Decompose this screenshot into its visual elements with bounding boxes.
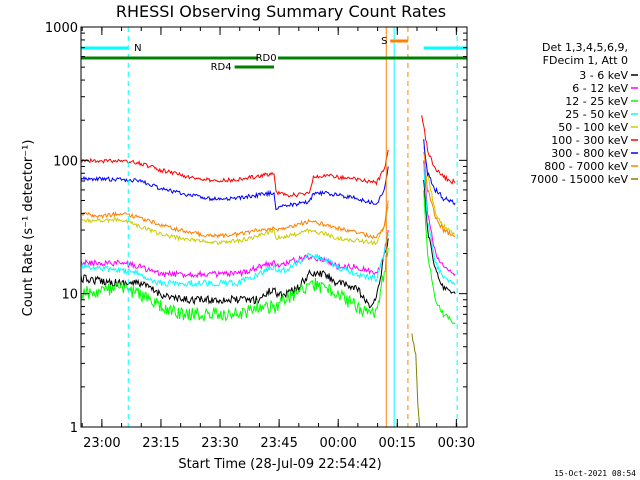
legend-entry-label: 50 - 100 keV <box>558 121 628 134</box>
s-bar-label: S <box>381 36 387 47</box>
chart-marks: N RD0 RD4 S <box>80 27 467 427</box>
chart-title: RHESSI Observing Summary Count Rates <box>116 2 446 21</box>
legend-entry-label: 7000 - 15000 keV <box>530 173 628 186</box>
legend-header-line: FDecim 1, Att 0 <box>543 54 628 67</box>
series-line-3 <box>80 233 389 288</box>
timestamp-footer: 15-Oct-2021 08:54 <box>554 469 636 478</box>
x-tick-label: 23:30 <box>201 436 238 451</box>
series-line-5 <box>80 149 389 198</box>
series-line-2 <box>80 247 389 323</box>
legend-entry-label: 25 - 50 keV <box>565 108 628 121</box>
legend-entry-label: 6 - 12 keV <box>572 82 628 95</box>
legend-header-line: Det 1,3,4,5,6,9, <box>542 41 628 54</box>
y-axis-label: Count Rate (s⁻¹ detector⁻¹) <box>21 140 36 317</box>
x-tick-label: 23:45 <box>260 436 297 451</box>
series-line-6 <box>80 166 389 211</box>
rd4-bar-label: RD4 <box>211 62 232 73</box>
legend-entry-label: 800 - 7000 keV <box>544 160 628 173</box>
x-axis-label: Start Time (28-Jul-09 22:54:42) <box>178 457 381 472</box>
axes: 1 10 100 1000 23:00 23:15 23:30 23:45 00:00 00:15… <box>45 21 475 451</box>
post-flare-line-2 <box>423 190 456 325</box>
y-tick-label: 1 <box>70 421 78 436</box>
plot-frame <box>80 26 468 428</box>
post-flare-line-6 <box>423 139 456 206</box>
legend-entry-label: 12 - 25 keV <box>565 95 628 108</box>
series-line-8 <box>411 333 421 428</box>
n-bar-label: N <box>134 43 141 54</box>
post-flare-line-4 <box>423 146 456 235</box>
post-flare-line-3 <box>423 164 456 286</box>
post-flare-line-7 <box>423 151 456 238</box>
series-line-0 <box>80 238 389 309</box>
legend-entry-label: 300 - 800 keV <box>551 147 628 160</box>
plot-lines <box>80 115 456 428</box>
y-tick-label: 10 <box>61 288 78 303</box>
series-line-4 <box>81 206 389 246</box>
legend: Det 1,3,4,5,6,9,FDecim 1, Att 0 3 - 6 keV… <box>530 41 638 186</box>
x-tick-label: 00:00 <box>319 436 356 451</box>
x-tick-label: 23:00 <box>83 436 120 451</box>
legend-entry-label: 100 - 300 keV <box>551 134 628 147</box>
series-line-1 <box>80 230 389 279</box>
legend-entry-label: 3 - 6 keV <box>579 69 628 82</box>
post-flare-line-0 <box>423 179 456 294</box>
post-flare-line-5 <box>421 115 456 185</box>
x-tick-label: 00:30 <box>438 436 475 451</box>
series-line-7 <box>80 200 389 240</box>
rd0-bar-label: RD0 <box>256 53 277 64</box>
post-flare-line-1 <box>423 160 456 277</box>
x-tick-label: 23:15 <box>142 436 179 451</box>
y-tick-label: 1000 <box>45 21 78 36</box>
y-tick-label: 100 <box>53 154 78 169</box>
x-tick-label: 00:15 <box>379 436 416 451</box>
